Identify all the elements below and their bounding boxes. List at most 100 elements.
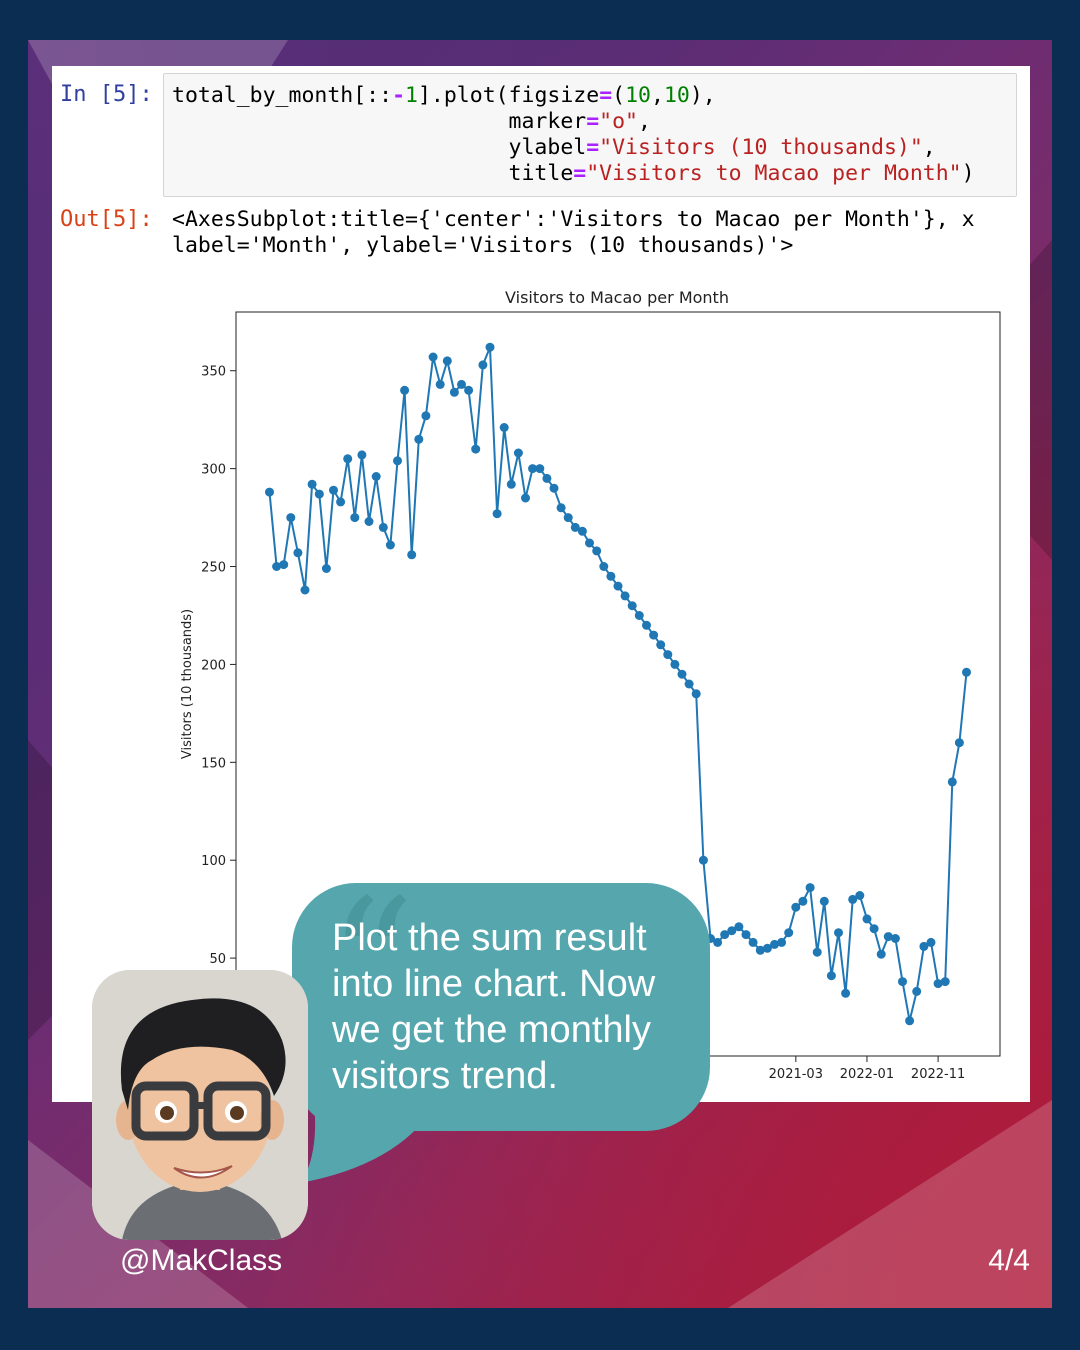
code-cell[interactable]: total_by_month[::-1].plot(figsize=(10,10…: [163, 73, 1017, 197]
data-point: [329, 485, 338, 495]
data-point: [286, 513, 296, 523]
data-point: [350, 513, 360, 523]
data-point: [819, 896, 829, 906]
data-point: [371, 472, 381, 481]
data-point: [634, 611, 644, 620]
data-point: [343, 454, 353, 464]
data-point: [869, 924, 879, 934]
data-point: [357, 450, 367, 460]
data-point: [393, 456, 402, 466]
x-tick-label: 2022-11: [911, 1067, 965, 1082]
notebook-panel: In [5]: total_by_month[::-1].plot(figsiz…: [52, 66, 1030, 1102]
data-point: [414, 434, 424, 444]
x-tick-label: 2022-01: [840, 1067, 894, 1082]
data-point: [400, 385, 410, 395]
data-point: [912, 986, 922, 996]
data-point: [606, 571, 616, 581]
data-point: [577, 526, 587, 536]
data-point: [812, 947, 822, 957]
data-point: [940, 977, 950, 987]
data-point: [962, 667, 971, 677]
data-point: [513, 448, 523, 458]
data-point: [848, 894, 858, 904]
y-tick-label: 250: [201, 561, 226, 576]
data-point: [499, 423, 509, 432]
y-tick-label: 150: [201, 756, 226, 771]
data-point: [599, 562, 609, 571]
data-point: [549, 483, 559, 493]
data-point: [713, 937, 723, 947]
data-point: [407, 550, 417, 560]
memoji-icon: [92, 970, 308, 1240]
data-point: [919, 941, 929, 951]
x-ticks: 2021-03 2022-01 2022-11: [769, 1056, 965, 1082]
y-tick-label: 50: [209, 952, 226, 967]
data-point: [592, 546, 602, 556]
data-point: [734, 922, 744, 932]
data-point: [841, 988, 851, 998]
data-point: [762, 943, 772, 953]
series-line: [265, 342, 971, 1026]
data-point: [556, 503, 566, 513]
data-point: [620, 591, 630, 601]
output-text: <AxesSubplot:title={'center':'Visitors t…: [172, 207, 975, 258]
data-point: [542, 473, 552, 483]
output-prompt: Out[5]:: [60, 207, 153, 232]
data-point: [677, 669, 687, 679]
data-point: [385, 540, 395, 550]
data-point: [855, 891, 865, 900]
data-point: [272, 562, 282, 571]
data-point: [933, 979, 943, 989]
y-tick-label: 300: [201, 463, 226, 478]
data-point: [613, 581, 623, 591]
data-point: [656, 640, 666, 650]
input-prompt: In [5]:: [60, 82, 153, 107]
data-point: [720, 930, 730, 940]
data-point: [770, 939, 779, 949]
data-point: [826, 971, 836, 981]
data-point: [449, 387, 459, 397]
data-point: [478, 360, 488, 370]
data-point: [862, 914, 872, 924]
data-point: [506, 479, 516, 489]
y-tick-label: 100: [201, 854, 226, 869]
data-point: [954, 738, 964, 748]
data-point: [784, 928, 794, 938]
data-point: [691, 689, 701, 699]
data-point: [314, 489, 324, 499]
data-point: [905, 1016, 915, 1026]
line-chart: Visitors to Macao per Month Visitors (10…: [180, 288, 1001, 1082]
y-tick-label: 350: [201, 365, 226, 380]
data-point: [336, 497, 346, 507]
data-point: [321, 564, 331, 573]
bubble-tail: [300, 1083, 422, 1183]
data-point: [485, 342, 495, 352]
x-tick-label: 2021-03: [769, 1067, 823, 1082]
code-text: total_by_month[::-1].plot(figsize=(10,10…: [172, 83, 975, 186]
data-point: [627, 601, 637, 611]
bubble-text: Plot the sum result into line chart. Now…: [332, 917, 656, 1097]
data-point: [898, 977, 907, 987]
data-point: [684, 679, 694, 689]
handle-text: @MakClass: [120, 1244, 283, 1277]
data-point: [798, 896, 808, 906]
avatar: [92, 970, 308, 1240]
data-point: [279, 560, 289, 570]
y-ticks: 50 100 150 200 250 300 350: [201, 365, 236, 967]
quote-mark-icon: “: [328, 863, 415, 1061]
data-point: [649, 630, 659, 640]
data-point: [535, 464, 545, 474]
data-point: [834, 928, 843, 938]
data-point: [777, 937, 787, 947]
data-point: [300, 585, 310, 595]
data-point: [926, 937, 936, 947]
page-indicator: 4/4: [988, 1244, 1030, 1277]
data-point: [378, 522, 388, 532]
data-point: [727, 926, 737, 936]
data-point: [364, 517, 374, 526]
data-point: [741, 930, 751, 940]
data-point: [471, 444, 481, 454]
data-point: [755, 945, 765, 955]
data-point: [492, 509, 502, 519]
data-point: [570, 522, 580, 532]
